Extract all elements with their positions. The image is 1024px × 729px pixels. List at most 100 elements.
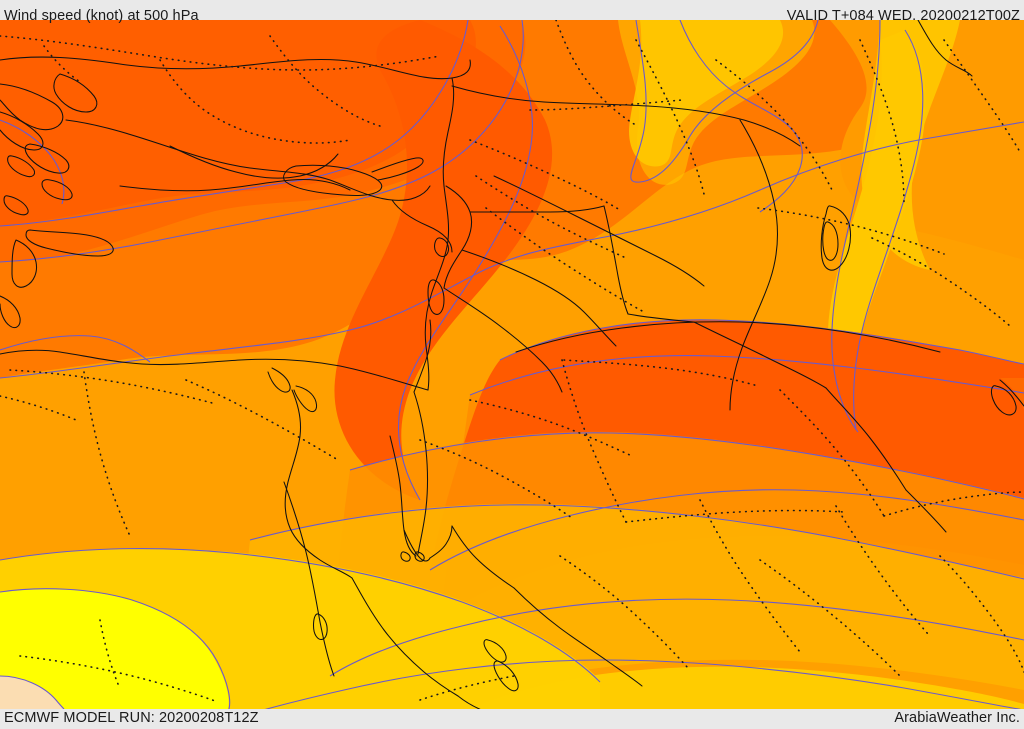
border-saudi-kuwait [627, 313, 695, 323]
coastline-aqaba-east [451, 525, 515, 589]
coastline-caspian [917, 20, 973, 77]
page-title: Wind speed (knot) at 500 hPa [4, 8, 199, 24]
coastline-redsea-island [483, 639, 507, 663]
dotted-border-7 [529, 99, 683, 111]
border-syria-iraq [493, 175, 705, 287]
contour-line-11 [264, 659, 1022, 709]
dotted-border-10 [715, 59, 833, 191]
coastline-island-farasan [991, 385, 1017, 416]
feature-sea-of-galilee [434, 237, 450, 258]
coastline-antalya [169, 145, 339, 179]
contour-line-7 [853, 29, 924, 431]
contour-line-16 [349, 432, 1024, 500]
contour-line-6 [831, 20, 881, 433]
contour-line-20 [0, 119, 65, 205]
coastline-sinai-east [413, 391, 429, 555]
dotted-border-8 [555, 20, 635, 125]
coastline-aegean [0, 83, 64, 131]
dotted-border-4 [469, 139, 621, 211]
border-iraq-saudi [515, 321, 941, 353]
coastline-greek-islands-3 [41, 179, 73, 201]
coastline-egypt-med [0, 349, 429, 391]
model-run-label: ECMWF MODEL RUN: 20200208T12Z [4, 710, 259, 726]
band-vermilion-turkey [0, 20, 476, 226]
coastline-sinai-bay-dot-1 [400, 551, 411, 562]
coastline-redsea-island-2 [493, 660, 519, 692]
dotted-border-31 [939, 555, 1024, 673]
dotted-border-26 [469, 399, 633, 457]
border-iraq-iran [729, 119, 778, 411]
coastline-turkey-se [391, 199, 453, 253]
dotted-border-32 [871, 237, 1011, 327]
dotted-border-25 [419, 439, 573, 519]
dotted-border-16 [779, 389, 885, 517]
coastline-sinai-west [389, 435, 417, 557]
coastline-redsea-west-2 [351, 577, 459, 697]
contour-line-17 [249, 504, 1024, 580]
footer-bar: ECMWF MODEL RUN: 20200208T12Z ArabiaWeat… [0, 709, 1024, 729]
dotted-border-2 [159, 59, 351, 144]
dotted-border-29 [419, 675, 515, 701]
dotted-border-19 [759, 559, 901, 677]
contour-line-18 [679, 20, 803, 213]
dotted-border-12 [757, 207, 945, 255]
band-gold-lowerright [470, 666, 1024, 709]
band-yellow-lowerleft [0, 588, 229, 709]
feature-dead-sea [427, 279, 445, 315]
band-gold-upperright [618, 20, 815, 185]
border-syria-jordan [469, 205, 605, 213]
dotted-border-17 [883, 491, 1024, 517]
header-bar: Wind speed (knot) at 500 hPa VALID T+084… [0, 0, 1024, 23]
coastline-levant [424, 77, 455, 391]
border-israel-jordan [443, 185, 473, 289]
coastline-island-small-2 [11, 239, 37, 288]
coastline-sinai-bay-dot-2 [414, 551, 425, 562]
contour-line-9 [429, 489, 1024, 571]
contour-line-2 [0, 20, 524, 263]
coastline-arabia-se [905, 489, 947, 533]
coastline-gulf-of-suez-west [293, 385, 318, 413]
coastline-cyprus [283, 164, 383, 196]
dotted-border-33 [943, 39, 1021, 153]
coastline-persian-gulf-2 [999, 379, 1024, 407]
feature-lake-urmia-inner [822, 221, 839, 261]
contour-line-5 [630, 20, 819, 183]
coastline-greek-islands-2 [7, 155, 36, 178]
coastline-sinai-south [403, 529, 431, 562]
coastline-aegean-3 [0, 111, 44, 151]
contour-line-14 [0, 675, 65, 709]
contour-line-19 [0, 335, 151, 363]
dotted-border-27 [19, 655, 219, 703]
contour-line-1 [0, 121, 1024, 379]
coastline-aqaba [429, 525, 453, 559]
coastline-island-small-3 [0, 295, 21, 329]
dotted-border-24 [185, 379, 339, 461]
border-turkey-syria [451, 85, 801, 147]
feature-jordan-valley [413, 319, 432, 393]
internal-dotted-borders [0, 20, 1024, 703]
contour-line-15 [469, 355, 1024, 396]
contour-line-10 [329, 598, 1024, 677]
dotted-border-21 [9, 369, 217, 405]
valid-time-label: VALID T+084 WED. 20200212T00Z [786, 8, 1020, 24]
dotted-border-18 [835, 505, 929, 635]
dotted-border-28 [99, 619, 119, 685]
coastline-crete [25, 229, 114, 257]
band-cream-corner [0, 676, 64, 709]
coastline-redsea-east [513, 587, 643, 687]
border-jordan-iraq [603, 205, 629, 315]
contour-line-3 [0, 20, 469, 227]
dotted-border-23 [0, 395, 77, 421]
dotted-border-13 [563, 359, 759, 387]
dotted-border-1 [0, 35, 441, 71]
provider-label: ArabiaWeather Inc. [894, 710, 1020, 726]
feature-nile [283, 481, 335, 677]
band-gold-redsea-south [1000, 378, 1024, 410]
coastline-greek-islands-1 [24, 143, 70, 174]
coastline-island-small-1 [3, 195, 29, 216]
coastline-aegean-2 [53, 73, 98, 113]
dotted-border-22 [83, 371, 131, 537]
coastline-cyprus-karpas [371, 157, 424, 181]
